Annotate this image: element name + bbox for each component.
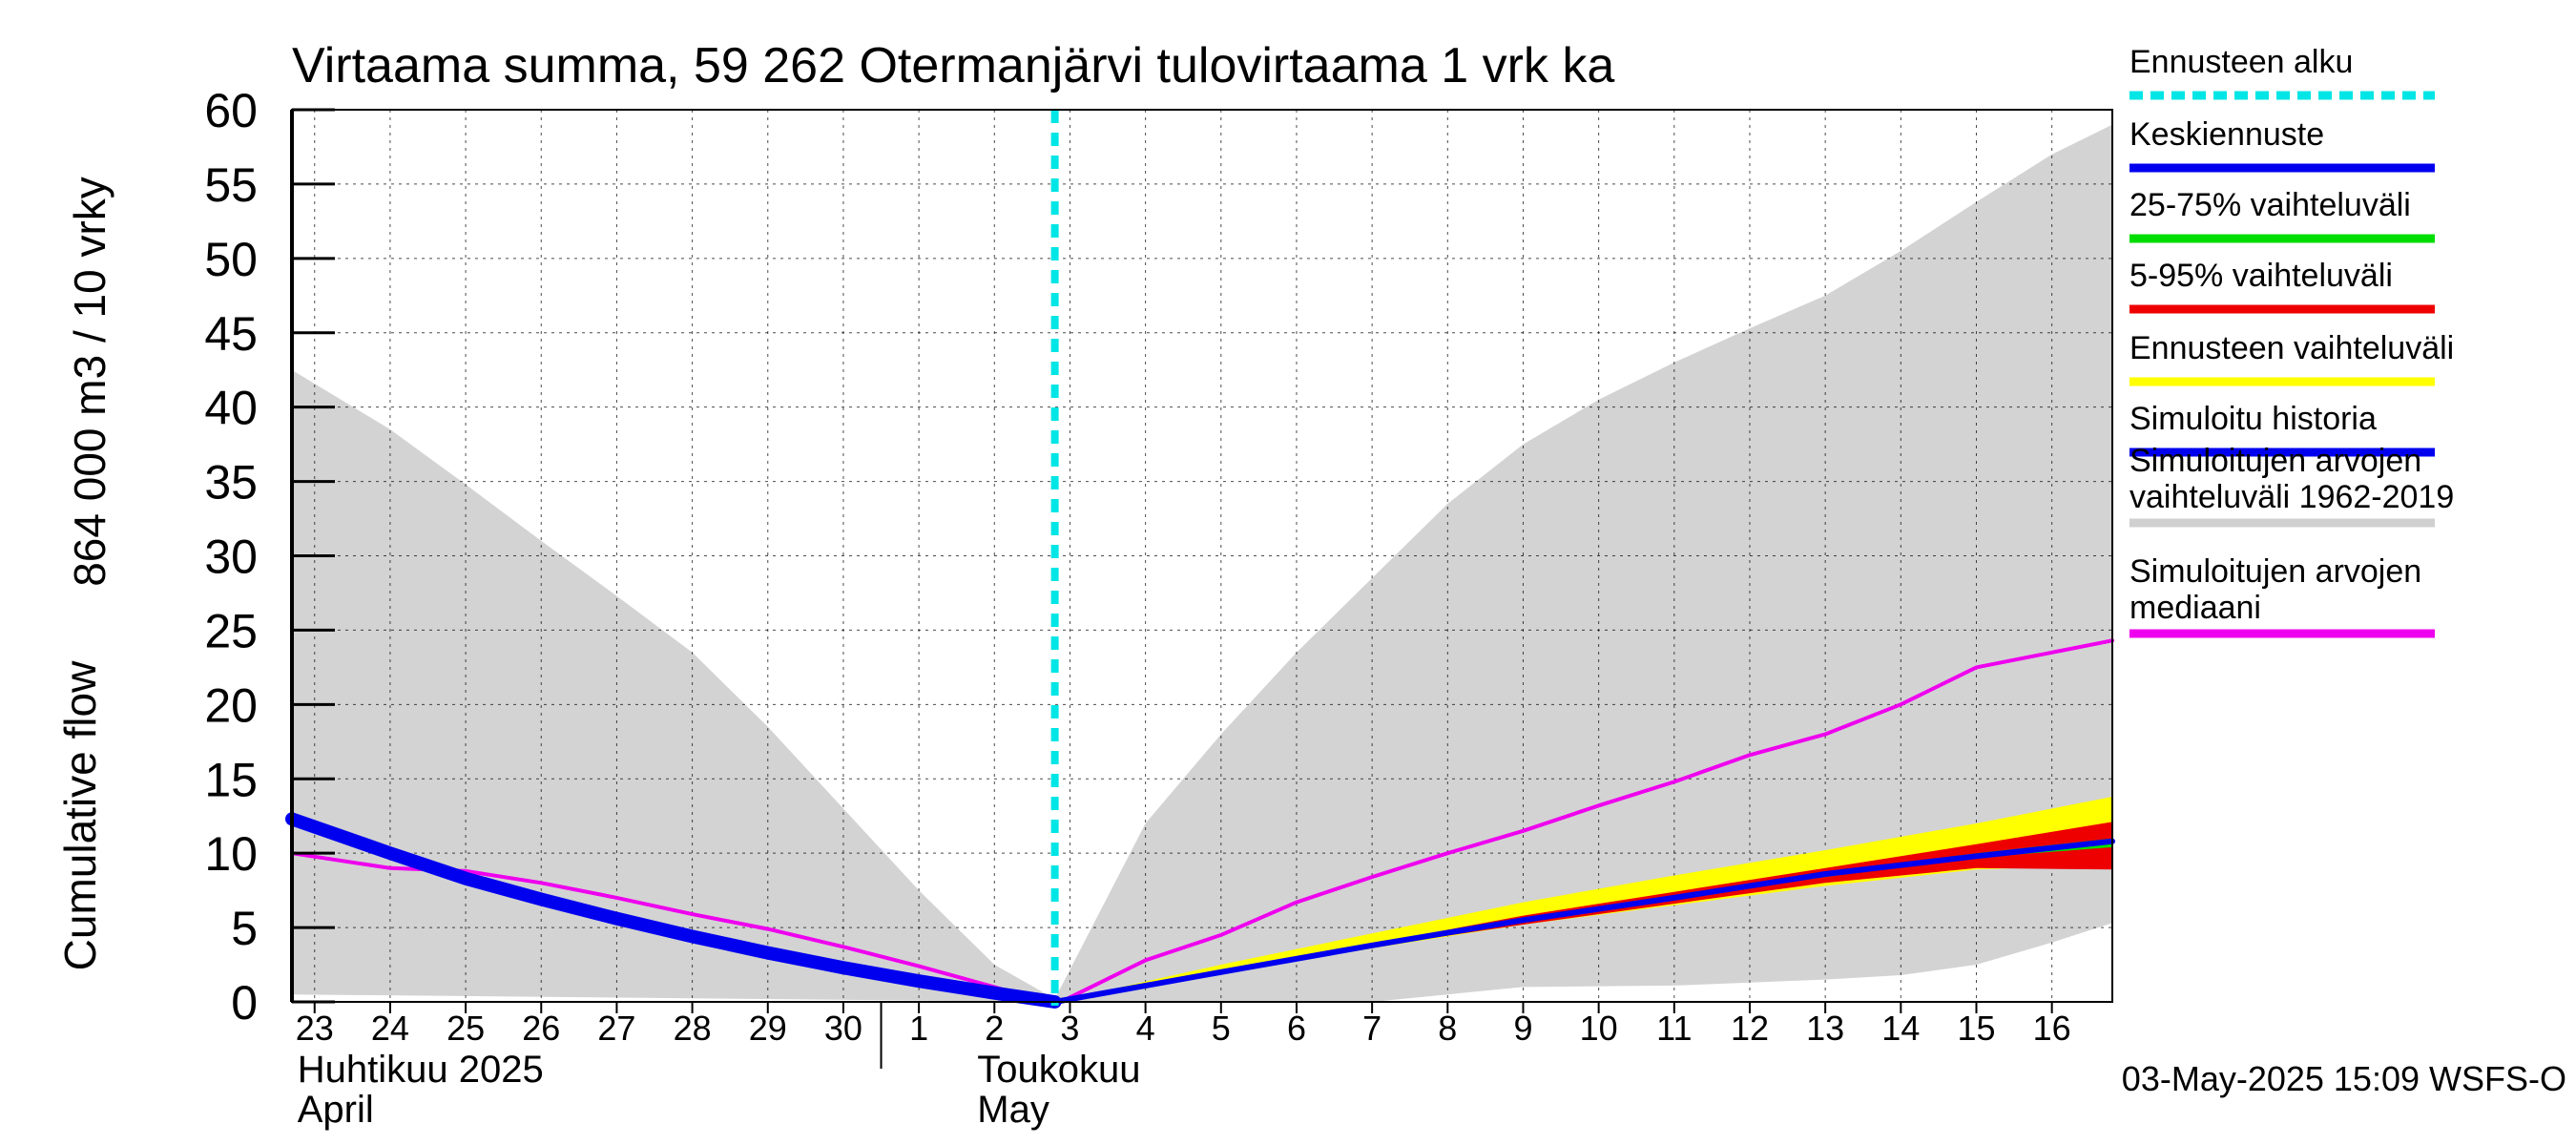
y-tick-label: 20	[204, 678, 258, 732]
x-tick-label: 7	[1362, 1009, 1381, 1048]
y-tick-label: 55	[204, 158, 258, 212]
month-label-line2: April	[298, 1089, 374, 1131]
y-tick-label: 35	[204, 456, 258, 510]
sim-range-area	[292, 124, 2112, 1003]
legend-label-keskiennuste: Keskiennuste	[2129, 116, 2324, 153]
legend-label-q25_75: 25-75% vaihteluväli	[2129, 187, 2411, 223]
x-tick-label: 8	[1438, 1009, 1457, 1048]
x-tick-label: 23	[296, 1009, 334, 1048]
y-tick-label: 30	[204, 531, 258, 584]
month-label-line1: Huhtikuu 2025	[298, 1049, 544, 1091]
y-tick-label: 5	[231, 902, 258, 955]
y-tick-label: 10	[204, 827, 258, 881]
x-tick-label: 4	[1136, 1009, 1155, 1048]
y-tick-label: 15	[204, 753, 258, 806]
x-tick-label: 28	[674, 1009, 712, 1048]
x-tick-label: 30	[824, 1009, 862, 1048]
chart-title: Virtaama summa, 59 262 Otermanjärvi tulo…	[292, 38, 1614, 94]
y-axis-label-english: Cumulative flow	[55, 660, 105, 970]
x-tick-label: 6	[1287, 1009, 1306, 1048]
sim-history-line	[285, 812, 1062, 1009]
legend: Ennusteen alku Keskiennuste 25-75% vaihtel…	[2129, 44, 2454, 638]
x-tick-label: 12	[1731, 1009, 1769, 1048]
month-label-line2: May	[977, 1089, 1049, 1131]
x-tick-label: 16	[2033, 1009, 2071, 1048]
y-tick-label: 25	[204, 604, 258, 657]
legend-label-q5_95: 5-95% vaihteluväli	[2129, 258, 2393, 294]
legend-label-sim_range: Simuloitujen arvojen	[2129, 443, 2421, 479]
x-tick-label: 5	[1212, 1009, 1231, 1048]
x-tick-label: 26	[522, 1009, 560, 1048]
keskiennuste-line	[1051, 838, 2115, 1005]
x-tick-label: 2	[985, 1009, 1004, 1048]
legend-label2-sim_range: vaihteluväli 1962-2019	[2129, 479, 2454, 515]
x-tick-label: 10	[1580, 1009, 1618, 1048]
x-tick-label: 29	[749, 1009, 787, 1048]
x-tick-label: 3	[1060, 1009, 1079, 1048]
x-tick-label: 11	[1656, 1009, 1692, 1048]
y-tick-label: 45	[204, 307, 258, 361]
y-axis-label-finnish: 864 000 m3 / 10 vrky	[65, 177, 114, 587]
x-tick-label: 1	[909, 1009, 928, 1048]
y-tick-label: 0	[231, 976, 258, 1030]
forecast-range-area	[1054, 797, 2112, 1002]
footer-timestamp: 03-May-2025 15:09 WSFS-O	[2122, 1059, 2566, 1098]
x-tick-label: 9	[1513, 1009, 1532, 1048]
legend-label-ennuste_range: Ennusteen vaihteluväli	[2129, 330, 2454, 366]
x-tick-label: 13	[1806, 1009, 1844, 1048]
y-tick-label: 60	[204, 84, 258, 137]
month-label-line1: Toukokuu	[977, 1049, 1140, 1091]
legend-label-sim_median: Simuloitujen arvojen	[2129, 553, 2421, 590]
sim-median-line	[290, 638, 2114, 1008]
x-tick-label: 27	[597, 1009, 635, 1048]
x-tick-label: 14	[1881, 1009, 1920, 1048]
x-tick-label: 24	[371, 1009, 409, 1048]
legend-label-sim_hist: Simuloitu historia	[2129, 401, 2377, 437]
x-tick-label: 15	[1957, 1009, 1995, 1048]
x-tick-label: 25	[447, 1009, 485, 1048]
legend-label-ennusteen_alku: Ennusteen alku	[2129, 44, 2353, 80]
y-tick-label: 40	[204, 382, 258, 435]
legend-label2-sim_median: mediaani	[2129, 590, 2261, 626]
y-tick-label: 50	[204, 233, 258, 286]
